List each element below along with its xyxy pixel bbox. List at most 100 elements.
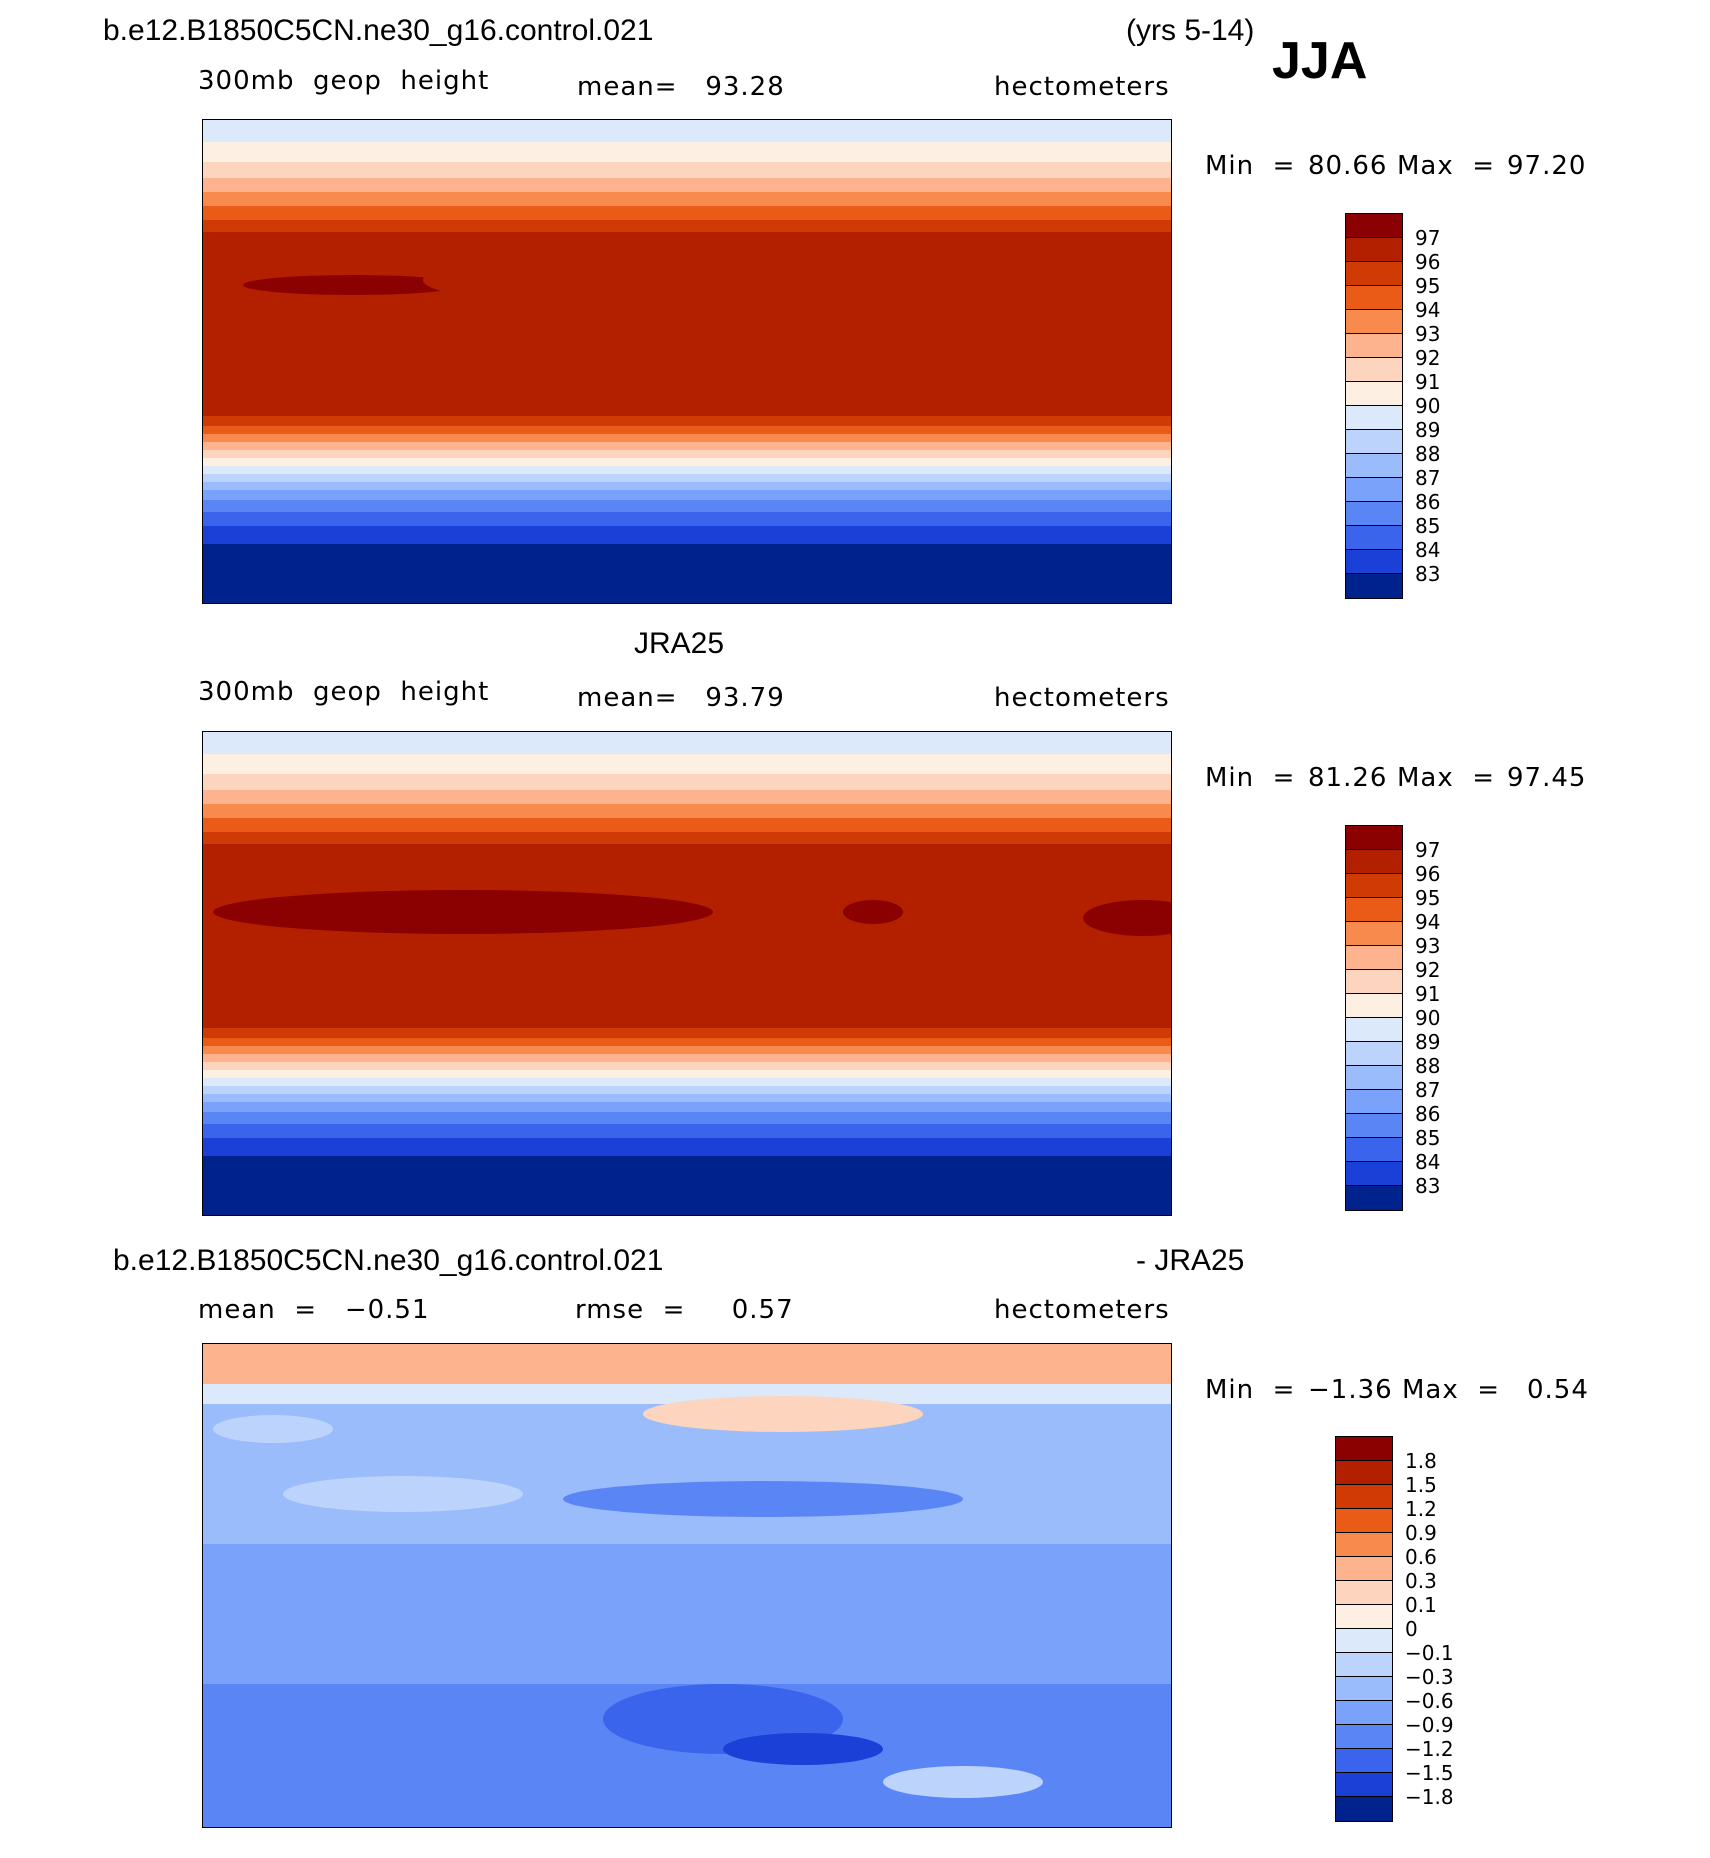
panel1-units: hectometers <box>994 72 1170 102</box>
colorbar-tick-label: −0.3 <box>1405 1665 1454 1689</box>
contour-region <box>1083 900 1171 936</box>
colorbar-tick-label: 83 <box>1415 1174 1441 1198</box>
colorbar-swatch <box>1336 1461 1392 1485</box>
panel2-contour-plot <box>203 732 1171 1215</box>
contour-band <box>203 1384 1171 1404</box>
panel1-min-value: 80.66 <box>1308 151 1388 181</box>
contour-band <box>203 162 1171 178</box>
panel2-units: hectometers <box>994 683 1170 713</box>
contour-band <box>203 178 1171 192</box>
colorbar-swatch <box>1346 334 1402 358</box>
panel2-map <box>202 731 1172 1216</box>
contour-region <box>883 1766 1043 1798</box>
colorbar-swatch <box>1346 1090 1402 1114</box>
contour-band <box>203 844 1171 860</box>
panel3-title-right: - JRA25 <box>1136 1244 1245 1277</box>
contour-band <box>203 1138 1171 1156</box>
contour-band <box>203 1344 1171 1384</box>
colorbar-tick-label: 0.9 <box>1405 1521 1437 1545</box>
colorbar-tick-label: 86 <box>1415 490 1441 514</box>
colorbar-tick-label: 95 <box>1415 886 1441 910</box>
colorbar-tick-label: 91 <box>1415 982 1441 1006</box>
colorbar-swatch <box>1346 850 1402 874</box>
contour-band <box>203 1062 1171 1070</box>
contour-region <box>423 250 943 310</box>
contour-band <box>203 1028 1171 1038</box>
colorbar-swatch <box>1346 970 1402 994</box>
colorbar-tick-label: 90 <box>1415 1006 1441 1030</box>
panel3-colorbar <box>1335 1436 1393 1822</box>
colorbar-swatch <box>1346 526 1402 550</box>
colorbar-swatch <box>1346 946 1402 970</box>
contour-band <box>203 1046 1171 1054</box>
colorbar-swatch <box>1336 1485 1392 1509</box>
contour-band <box>203 832 1171 844</box>
panel3-min-value: −1.36 <box>1308 1375 1393 1405</box>
contour-band <box>203 544 1171 603</box>
colorbar-swatch <box>1346 262 1402 286</box>
panel2-min-label: Min = <box>1205 763 1296 793</box>
panel1-mean: mean= 93.28 <box>577 72 785 102</box>
colorbar-swatch <box>1336 1701 1392 1725</box>
colorbar-tick-label: 1.2 <box>1405 1497 1437 1521</box>
colorbar-swatch <box>1346 922 1402 946</box>
colorbar-tick-label: 97 <box>1415 226 1441 250</box>
contour-band <box>203 818 1171 832</box>
colorbar-swatch <box>1346 1066 1402 1090</box>
colorbar-swatch <box>1346 1018 1402 1042</box>
colorbar-tick-label: −0.1 <box>1405 1641 1454 1665</box>
colorbar-tick-label: 84 <box>1415 1150 1441 1174</box>
panel3-max-value: 0.54 <box>1527 1375 1589 1405</box>
panel1-bands <box>203 120 1171 603</box>
panel1-contour-plot <box>203 120 1171 603</box>
colorbar-tick-label: 1.8 <box>1405 1449 1437 1473</box>
panel3-map <box>202 1343 1172 1828</box>
colorbar-swatch <box>1346 826 1402 850</box>
contour-region <box>213 890 713 934</box>
years-label: (yrs 5-14) <box>1126 14 1255 47</box>
colorbar-swatch <box>1346 310 1402 334</box>
colorbar-tick-label: 1.5 <box>1405 1473 1437 1497</box>
colorbar-tick-label: 93 <box>1415 934 1441 958</box>
panel1-variable: 300mb geop height <box>198 66 490 96</box>
colorbar-tick-label: −1.8 <box>1405 1785 1454 1809</box>
colorbar-tick-label: 0.3 <box>1405 1569 1437 1593</box>
panel1-colorbar <box>1345 213 1403 599</box>
colorbar-tick-label: 86 <box>1415 1102 1441 1126</box>
contour-band <box>203 1054 1171 1062</box>
colorbar-swatch <box>1346 502 1402 526</box>
colorbar-swatch <box>1346 574 1402 598</box>
colorbar-swatch <box>1346 1186 1402 1210</box>
contour-band <box>203 426 1171 434</box>
contour-band <box>203 206 1171 220</box>
colorbar-tick-label: 95 <box>1415 274 1441 298</box>
colorbar-swatch <box>1336 1509 1392 1533</box>
panel3-title-left: b.e12.B1850C5CN.ne30_g16.control.021 <box>113 1244 664 1277</box>
panel1-max-label: Max = <box>1397 151 1496 181</box>
colorbar-swatch <box>1346 1114 1402 1138</box>
colorbar-tick-label: 88 <box>1415 1054 1441 1078</box>
contour-band <box>203 466 1171 474</box>
contour-band <box>203 1112 1171 1124</box>
panel2-bands <box>203 732 1171 1215</box>
contour-band <box>203 490 1171 500</box>
colorbar-swatch <box>1336 1437 1392 1461</box>
colorbar-tick-label: 94 <box>1415 910 1441 934</box>
colorbar-swatch <box>1336 1557 1392 1581</box>
colorbar-swatch <box>1346 454 1402 478</box>
contour-region <box>643 1396 923 1432</box>
contour-band <box>203 416 1171 426</box>
colorbar-tick-label: −0.6 <box>1405 1689 1454 1713</box>
contour-band <box>203 434 1171 442</box>
panel3-contour-plot <box>203 1344 1171 1827</box>
colorbar-swatch <box>1346 478 1402 502</box>
colorbar-swatch <box>1346 214 1402 238</box>
panel3-units: hectometers <box>994 1295 1170 1325</box>
contour-band <box>203 1156 1171 1215</box>
panel1-map <box>202 119 1172 604</box>
contour-region <box>283 1476 523 1512</box>
colorbar-swatch <box>1336 1653 1392 1677</box>
contour-band <box>203 192 1171 206</box>
colorbar-tick-label: 96 <box>1415 250 1441 274</box>
colorbar-tick-label: 96 <box>1415 862 1441 886</box>
